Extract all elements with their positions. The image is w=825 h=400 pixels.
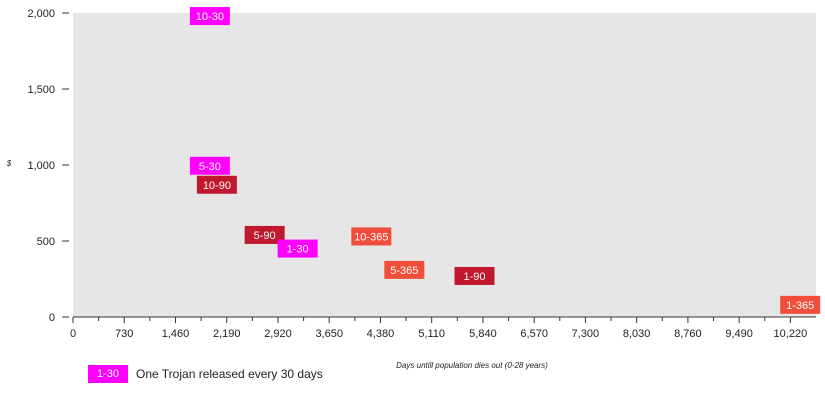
x-tick-label: 730 [115,328,133,340]
legend: 1-30 One Trojan released every 30 days [88,365,323,383]
data-point-marker [351,227,392,246]
x-tick-label: 8,030 [623,328,651,340]
data-point-label: 5-30 [199,161,221,173]
data-point-label: 10-30 [196,11,224,23]
y-ticks: 0 500 1,000 1,500 2,000 [27,8,69,324]
legend-text: One Trojan released every 30 days [136,367,323,381]
x-tick-label: 0 [70,328,76,340]
data-point-marker [189,156,230,175]
data-point-label: 5-365 [390,265,418,277]
y-tick-label: 500 [37,236,55,248]
data-point-label: 1-365 [786,300,814,312]
data-point: 10-365 [351,227,392,246]
data-point: 5-90 [244,225,285,244]
data-point-marker [384,260,425,279]
data-point-marker [244,225,285,244]
y-tick-label: 2,000 [27,8,55,20]
data-point-label: 10-90 [203,180,231,192]
x-axis-title: Days untill population dies out (0-28 ye… [396,361,548,370]
x-tick-label: 9,490 [725,328,753,340]
x-tick-label: 1,460 [162,328,190,340]
data-point-marker [780,295,821,314]
data-point-marker [189,7,230,26]
x-tick-label: 5,840 [469,328,497,340]
data-point: 5-30 [189,156,230,175]
data-point: 10-90 [196,175,237,194]
data-point-marker [277,239,318,258]
data-point-marker [196,175,237,194]
data-point-label: 10-365 [354,231,388,243]
data-point: 10-30 [189,7,230,26]
data-point-label: 5-90 [254,230,276,242]
x-tick-label: 3,650 [315,328,343,340]
x-ticks: 0 730 1,460 2,190 2,920 3,650 4,380 5,110 5,840 6… [70,317,807,340]
data-point-marker [454,266,495,285]
x-tick-label: 7,300 [572,328,600,340]
x-tick-label: 4,380 [367,328,395,340]
plot-area [73,13,816,317]
data-point-label: 1-90 [463,271,485,283]
data-point: 1-30 [277,239,318,258]
data-point: 1-90 [454,266,495,285]
data-point-label: 1-30 [287,244,309,256]
data-point: 5-365 [384,260,425,279]
x-tick-label: 6,570 [520,328,548,340]
x-tick-label: 2,920 [264,328,292,340]
x-tick-label: 5,110 [418,328,445,340]
y-tick-label: 1,500 [27,84,55,96]
y-axis-title: $ [6,159,12,168]
y-tick-label: 1,000 [27,160,55,172]
data-points: 10-30 5-30 10-90 5-90 1-30 10-365 5-365 1-90 1-3… [189,7,821,314]
x-tick-label: 8,760 [674,328,702,340]
x-tick-label: 10,220 [774,328,808,340]
y-tick-label: 0 [49,312,55,324]
data-point: 1-365 [780,295,821,314]
x-tick-label: 2,190 [213,328,241,340]
legend-swatch: 1-30 [88,365,128,383]
